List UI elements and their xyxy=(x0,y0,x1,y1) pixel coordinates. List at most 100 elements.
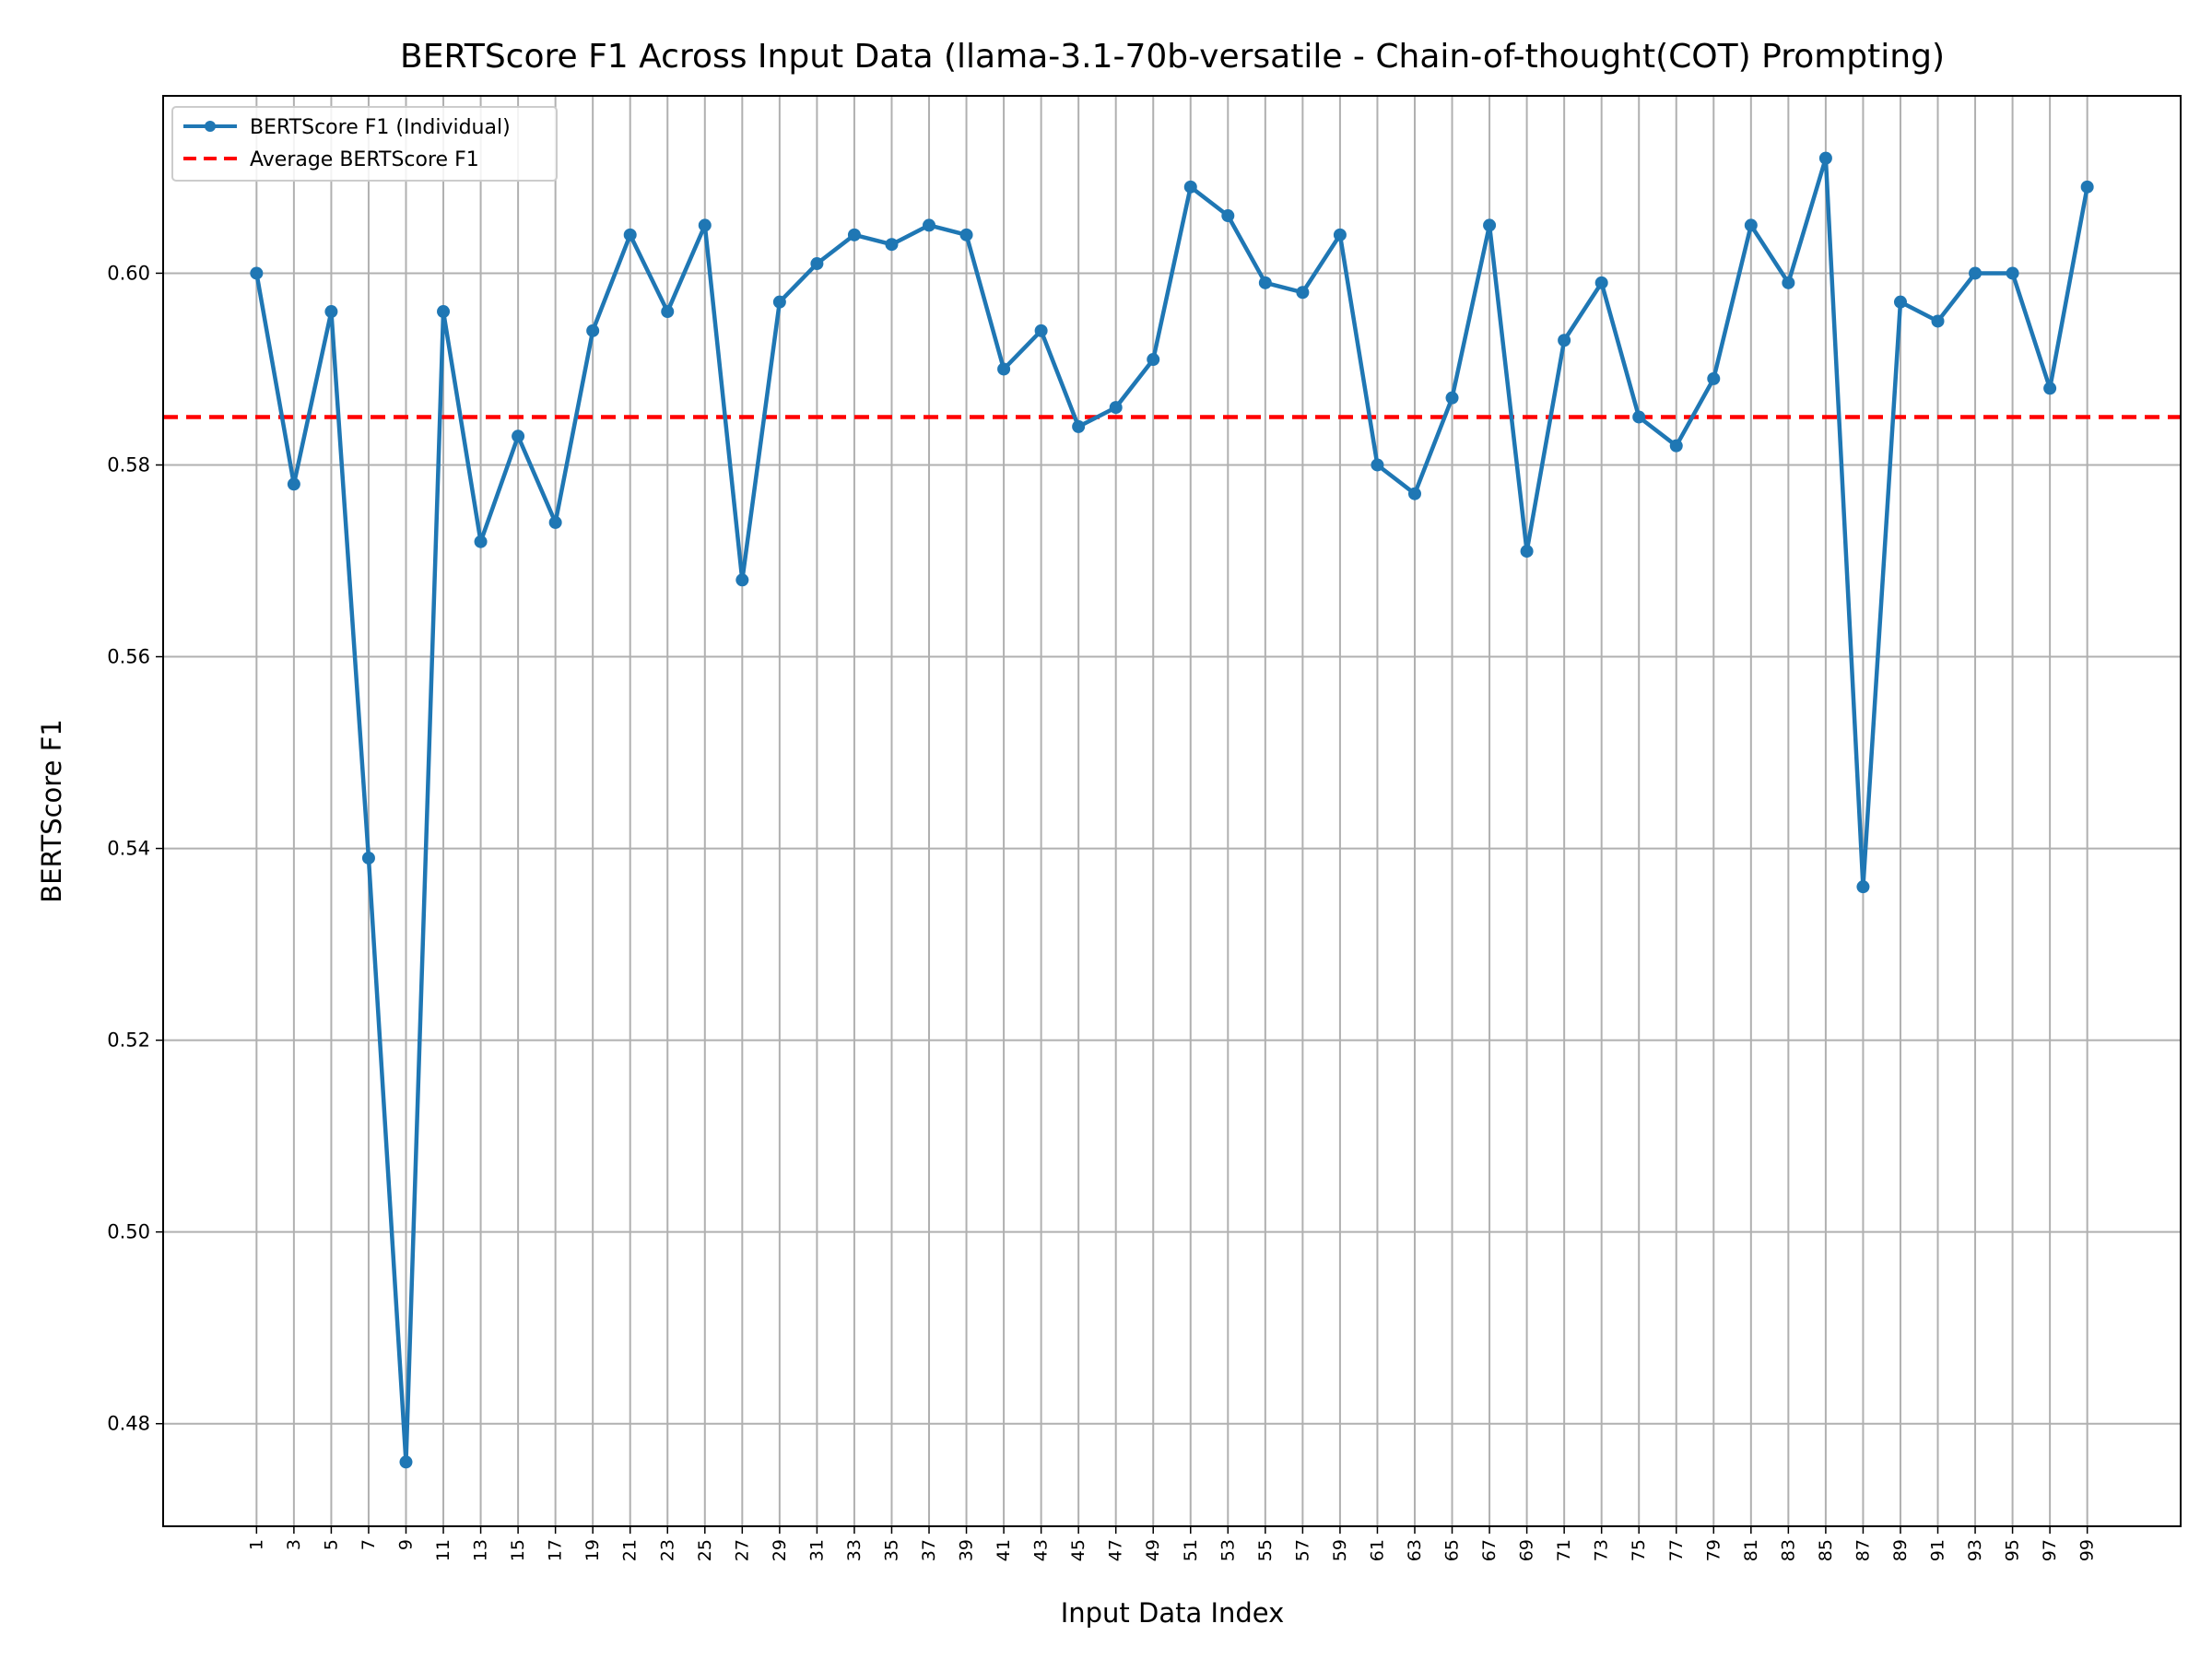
data-point xyxy=(923,218,936,232)
data-point xyxy=(324,305,338,319)
data-point xyxy=(1407,487,1421,500)
x-tick-label: 7 xyxy=(359,1539,379,1550)
x-tick-label: 75 xyxy=(1629,1539,1649,1561)
x-tick-label: 11 xyxy=(433,1539,453,1561)
data-point xyxy=(1296,286,1310,300)
x-tick-label: 95 xyxy=(2003,1539,2023,1561)
data-point xyxy=(661,305,675,319)
x-tick-label: 51 xyxy=(1181,1539,1201,1561)
legend-box xyxy=(171,106,558,182)
x-tick-label: 3 xyxy=(284,1539,304,1550)
x-tick-label: 21 xyxy=(620,1539,641,1561)
x-tick-label: 87 xyxy=(1853,1539,1873,1561)
y-tick-label: 0.58 xyxy=(107,453,150,476)
x-tick-label: 35 xyxy=(881,1539,901,1561)
data-point xyxy=(1109,401,1123,415)
data-point xyxy=(1445,391,1459,405)
x-axis-label: Input Data Index xyxy=(1061,1597,1285,1629)
x-tick-label: 39 xyxy=(957,1539,977,1561)
data-point xyxy=(1258,276,1272,289)
data-point xyxy=(474,535,488,548)
x-tick-label: 13 xyxy=(471,1539,491,1561)
data-point xyxy=(1520,545,1534,559)
data-point xyxy=(1632,410,1646,424)
data-point xyxy=(810,257,824,271)
x-tick-label: 53 xyxy=(1218,1539,1238,1561)
y-tick-label: 0.54 xyxy=(107,838,150,860)
x-tick-label: 79 xyxy=(1703,1539,1724,1561)
data-point xyxy=(437,305,451,319)
data-point xyxy=(847,228,861,241)
x-tick-label: 45 xyxy=(1068,1539,1088,1561)
x-tick-label: 43 xyxy=(1031,1539,1052,1561)
x-tick-label: 85 xyxy=(1816,1539,1836,1561)
x-axis-ticks: 1 3 5 7 9 11 13 15 17 19 21 23 25 27 29 31 33 35 37 39 41 43 4… xyxy=(246,1526,2098,1561)
data-point xyxy=(772,295,786,309)
x-tick-label: 37 xyxy=(919,1539,939,1561)
legend-label-individual: BERTScore F1 (Individual) xyxy=(250,116,511,139)
x-tick-label: 81 xyxy=(1741,1539,1761,1561)
data-point xyxy=(1969,266,1983,280)
x-tick-label: 17 xyxy=(546,1539,566,1561)
data-point xyxy=(698,218,712,232)
x-tick-label: 63 xyxy=(1405,1539,1425,1561)
plot-area-frame xyxy=(162,95,2182,1527)
y-axis-ticks: 0.48 0.50 0.52 0.54 0.56 0.58 0.60 xyxy=(107,262,163,1435)
data-point xyxy=(1483,218,1497,232)
y-tick-label: 0.52 xyxy=(107,1030,150,1052)
data-point xyxy=(1782,276,1795,289)
data-point xyxy=(1594,276,1608,289)
data-point xyxy=(1183,180,1197,194)
x-tick-label: 67 xyxy=(1479,1539,1500,1561)
y-tick-label: 0.50 xyxy=(107,1221,150,1243)
x-tick-label: 55 xyxy=(1255,1539,1276,1561)
data-point xyxy=(1669,439,1683,453)
x-tick-label: 99 xyxy=(2077,1539,2098,1561)
x-tick-label: 61 xyxy=(1367,1539,1387,1561)
data-point xyxy=(586,324,600,337)
data-point xyxy=(287,477,300,491)
data-point xyxy=(1744,218,1758,232)
x-tick-label: 47 xyxy=(1106,1539,1126,1561)
data-point xyxy=(1707,371,1721,385)
x-tick-label: 9 xyxy=(395,1539,416,1550)
x-tick-label: 41 xyxy=(994,1539,1014,1561)
data-point xyxy=(1893,295,1907,309)
data-point xyxy=(735,573,749,587)
data-point xyxy=(1558,334,1571,347)
data-point xyxy=(2006,266,2019,280)
x-tick-label: 33 xyxy=(844,1539,865,1561)
x-tick-label: 49 xyxy=(1143,1539,1163,1561)
y-tick-label: 0.48 xyxy=(107,1413,150,1435)
x-tick-label: 89 xyxy=(1890,1539,1911,1561)
data-point xyxy=(1221,209,1235,223)
x-tick-label: 91 xyxy=(1928,1539,1948,1561)
series-line xyxy=(254,156,2089,1465)
data-point xyxy=(2080,180,2094,194)
x-tick-label: 29 xyxy=(770,1539,790,1561)
data-point xyxy=(250,266,264,280)
data-point xyxy=(1818,151,1832,165)
x-tick-label: 15 xyxy=(508,1539,528,1561)
x-tick-label: 59 xyxy=(1330,1539,1350,1561)
data-point xyxy=(1856,880,1870,894)
data-point xyxy=(997,362,1011,376)
y-tick-label: 0.56 xyxy=(107,646,150,668)
x-tick-label: 25 xyxy=(695,1539,715,1561)
legend: BERTScore F1 (Individual) Average BERTSc… xyxy=(171,106,558,182)
x-tick-label: 69 xyxy=(1517,1539,1537,1561)
x-tick-label: 27 xyxy=(732,1539,752,1561)
x-tick-label: 83 xyxy=(1778,1539,1798,1561)
x-tick-label: 57 xyxy=(1292,1539,1312,1561)
x-tick-label: 5 xyxy=(321,1539,341,1550)
data-point xyxy=(399,1455,413,1469)
x-tick-label: 77 xyxy=(1666,1539,1687,1561)
chart-title: BERTScore F1 Across Input Data (llama-3.… xyxy=(400,38,1945,76)
x-tick-label: 65 xyxy=(1442,1539,1463,1561)
x-tick-label: 93 xyxy=(1965,1539,1985,1561)
data-point xyxy=(1147,353,1160,367)
data-point xyxy=(1072,419,1086,433)
data-point xyxy=(1034,324,1048,337)
x-tick-label: 23 xyxy=(657,1539,677,1561)
